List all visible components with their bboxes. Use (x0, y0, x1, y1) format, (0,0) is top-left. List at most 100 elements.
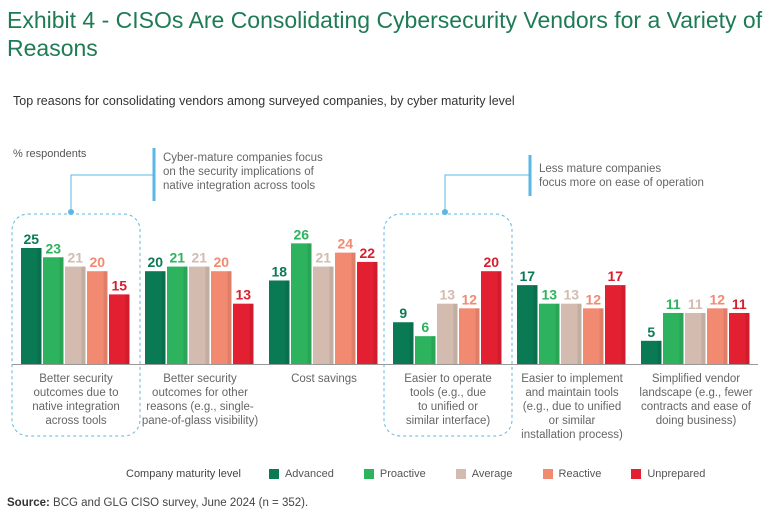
bar-shade (475, 308, 480, 364)
bar-proactive (167, 266, 188, 364)
category-label: Easier to operate tools (e.g., due to unif… (386, 372, 510, 428)
bar-shade (285, 280, 290, 364)
bar-shade (431, 336, 436, 364)
bar-shade (745, 312, 750, 364)
bar-proactive (415, 336, 436, 364)
bar-shade (409, 322, 414, 364)
annotation-cyber-mature: Cyber-mature companies focus on the secu… (163, 151, 323, 193)
data-label: 20 (147, 254, 163, 270)
legend: Company maturity level Advanced Proactive… (126, 468, 735, 480)
annotation-line: Less mature companies (539, 163, 662, 175)
bar-shade (103, 271, 108, 364)
legend-label: Advanced (284, 468, 334, 480)
bar-reactive (335, 252, 356, 364)
category-label-line: Easier to operate (404, 373, 492, 385)
category-label-line: similar interface) (405, 415, 491, 427)
data-label: 13 (541, 287, 557, 303)
category-label-line: Better security (39, 373, 113, 385)
bar-proactive (43, 257, 64, 364)
data-label: 22 (359, 245, 375, 261)
bar-shade (497, 271, 502, 364)
exhibit-title: Exhibit 4 - CISOs Are Consolidating Cybe… (7, 7, 763, 61)
bar-shade (183, 266, 188, 364)
bar-proactive (291, 243, 312, 364)
bar-reactive (87, 271, 108, 364)
annotation-dot (442, 209, 448, 215)
bar-advanced (269, 280, 290, 364)
category-label-line: native integration (32, 401, 120, 413)
bar-shade (351, 252, 356, 364)
legend-swatch (363, 469, 374, 479)
category-label-line: to unified or (417, 401, 479, 413)
data-label: 20 (213, 254, 229, 270)
data-label: 21 (315, 250, 331, 266)
data-label: 25 (23, 231, 39, 247)
bar-unprepared (233, 303, 254, 364)
category-label-line: reasons (e.g., single- (146, 401, 254, 413)
bar-advanced (517, 285, 538, 364)
category-label-line: and maintain tools (525, 387, 619, 399)
bar-shade (657, 340, 662, 364)
bar-shade (599, 308, 604, 364)
chart-subtitle: Top reasons for consolidating vendors am… (13, 94, 515, 108)
annotation-line: Cyber-mature companies focus (163, 152, 323, 164)
data-label: 21 (191, 250, 207, 266)
source-label: Source: (7, 497, 50, 509)
data-label: 11 (688, 296, 703, 312)
category-label-line: contracts and ease of (641, 401, 751, 413)
category-label-line: installation process) (521, 429, 623, 441)
data-label: 11 (732, 296, 747, 312)
data-label: 11 (666, 296, 681, 312)
bar-reactive (583, 308, 604, 364)
bar-advanced (145, 271, 166, 364)
bar-advanced (641, 340, 662, 364)
bar-unprepared (729, 312, 750, 364)
bar-shade (701, 312, 706, 364)
bar-advanced (393, 322, 414, 364)
legend-title: Company maturity level (126, 468, 241, 480)
category-label-line: landscape (e.g., fewer (639, 387, 753, 399)
bar-reactive (459, 308, 480, 364)
bar-average (313, 266, 334, 364)
legend-swatch (542, 469, 553, 479)
bar-shade (59, 257, 64, 364)
annotation-connector (70, 174, 154, 211)
category-label: Cost savings (262, 372, 386, 386)
data-label: 20 (483, 254, 499, 270)
legend-swatch (455, 469, 466, 479)
legend-item-unprepared: Unprepared (631, 468, 705, 480)
legend-label: Unprepared (647, 468, 706, 480)
annotation-dot (68, 209, 74, 215)
bar-shade (227, 271, 232, 364)
legend-swatch (268, 469, 279, 479)
y-axis-label: % respondents (13, 148, 87, 160)
legend-item-reactive: Reactive (542, 468, 602, 480)
category-label-line: tools (e.g., due (409, 387, 487, 399)
bar-proactive (663, 312, 684, 364)
legend-item-advanced: Advanced (268, 468, 334, 480)
bar-average (437, 303, 458, 364)
category-label-line: (e.g., due to unified (522, 401, 622, 413)
source-text: BCG and GLG CISO survey, June 2024 (n = … (53, 497, 309, 509)
bar-shade (37, 248, 42, 364)
bar-average (685, 312, 706, 364)
category-label-line: outcomes due to (33, 387, 119, 399)
legend-item-average: Average (455, 468, 513, 480)
bar-shade (125, 294, 130, 364)
legend-item-proactive: Proactive (363, 468, 426, 480)
legend-label: Proactive (379, 468, 426, 480)
data-label: 12 (709, 291, 725, 307)
category-label-line: or similar (548, 415, 596, 427)
bar-average (189, 266, 210, 364)
bar-shade (679, 312, 684, 364)
bar-shade (723, 308, 728, 364)
legend-label: Reactive (558, 468, 602, 480)
category-label-line: Simplified vendor (651, 373, 741, 385)
category-label: Better security outcomes due to native int… (14, 372, 138, 428)
bar-unprepared (357, 261, 378, 364)
data-label: 17 (607, 268, 623, 284)
annotation-less-mature: Less mature companies focus more on ease… (539, 162, 704, 190)
data-label: 13 (235, 287, 251, 303)
category-label-line: outcomes for other (152, 387, 248, 399)
